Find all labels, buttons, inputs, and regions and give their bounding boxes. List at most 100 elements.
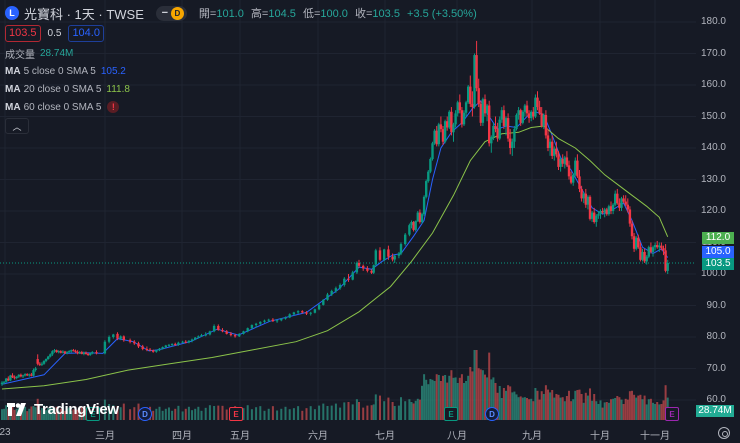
price-tag: 105.0 [702,246,734,258]
candle-body [488,105,491,144]
candle-body [355,262,359,273]
volume-bar [301,410,304,420]
volume-bar [572,399,575,420]
volume-bar [271,406,274,420]
warning-icon[interactable]: ! [107,101,120,113]
candle-body [532,111,535,117]
volume-bar [601,407,604,420]
candle-body [464,102,468,113]
volume-bar [167,407,170,420]
volume-bar [51,408,54,420]
volume-bar [446,382,449,420]
volume-bar [208,405,211,420]
volume-value: 28.74M [40,47,74,59]
candle-body [47,356,50,360]
dividend-event-icon[interactable]: D [138,407,152,421]
candle-body [641,251,644,260]
volume-bar [450,370,453,420]
candle-body [112,334,115,337]
candle-body [275,320,279,322]
earnings-event-icon[interactable]: E [229,407,243,421]
time-tick-label: 五月 [230,431,250,442]
candle-body [433,130,436,144]
indicator-ma5[interactable]: MA 5 close 0 SMA 5 105.2 [5,62,481,80]
sell-price-button[interactable]: 103.5 [5,24,41,42]
volume-price-tag: 28.74M [696,405,734,417]
settings-gear-icon[interactable] [718,427,730,439]
candle-body [301,311,304,313]
candle-body [513,129,516,142]
volume-bar [526,398,528,420]
spread-value: 0.5 [47,27,62,39]
volume-bar [477,368,480,420]
candle-body [471,103,474,108]
volume-bar [532,401,535,420]
high-value: 104.5 [268,8,296,20]
candle-body [582,193,585,199]
volume-bar [658,404,661,420]
candle-body [498,119,501,139]
volume-bar [664,385,667,420]
candle-body [74,350,77,352]
volume-bar [334,403,337,420]
volume-bar [122,403,125,420]
volume-bar [383,401,386,420]
candle-body [161,347,164,349]
earnings-event-icon[interactable]: E [86,407,100,421]
volume-bar [431,379,434,420]
chevron-up-icon: ︿ [12,121,22,132]
candle-body [181,341,184,343]
volume-bar [492,377,495,420]
candle-body [647,247,650,257]
symbol-title[interactable]: 光寶科 · 1天 · TWSE [24,6,144,22]
volume-bar [610,399,612,420]
volume-bar [502,388,505,420]
volume-bar [454,377,457,420]
candle-body [660,245,663,249]
volume-bar [603,402,606,420]
volume-bar [580,394,583,420]
volume-bar [400,397,402,420]
candle-body [177,342,180,345]
candle-body [443,121,447,142]
symbol-status-pill[interactable]: − D [155,5,187,21]
volume-bar [540,391,543,420]
candle-body [145,348,149,350]
candle-body [620,198,623,208]
dividend-event-icon[interactable]: D [485,407,499,421]
volume-bar [616,396,619,420]
indicator-ma20[interactable]: MA 20 close 0 SMA 5 111.8 [5,80,481,98]
candle-body [250,325,254,329]
volume-bar [267,408,270,420]
candle-body [418,212,422,223]
tradingview-logo[interactable]: TradingView [7,401,119,418]
volume-bar [53,408,56,420]
earnings-event-icon[interactable]: E [444,407,458,421]
collapse-legend-button[interactable]: ︿ [5,118,29,134]
open-label: 開= [198,8,217,20]
candle-body [450,111,453,133]
indicator-name: MA [5,65,21,77]
symbol-row: L 光寶科 · 1天 · TWSE − D 開=101.0 高=104.5 低=… [5,4,481,22]
volume-bar [292,408,295,420]
volume-bar [49,405,52,420]
candle-body [656,245,659,248]
volume-bar [463,383,465,420]
volume-legend[interactable]: 成交量 28.74M [5,44,481,62]
bid-ask-row: 103.5 0.5 104.0 [5,22,481,44]
buy-price-button[interactable]: 104.0 [68,24,104,42]
candle-body [80,352,83,355]
indicator-ma60[interactable]: MA 60 close 0 SMA 5 ! [5,98,481,116]
candle-body [91,352,94,354]
volume-bar [649,398,652,420]
candle-body [441,129,445,142]
volume-bar [515,394,518,420]
price-tag: 103.5 [702,258,734,270]
earnings-event-icon[interactable]: E [665,407,679,421]
candle-body [515,114,518,130]
volume-bar [391,402,394,420]
volume-bar [622,404,625,420]
candle-body [397,253,401,256]
volume-bar [465,381,468,420]
